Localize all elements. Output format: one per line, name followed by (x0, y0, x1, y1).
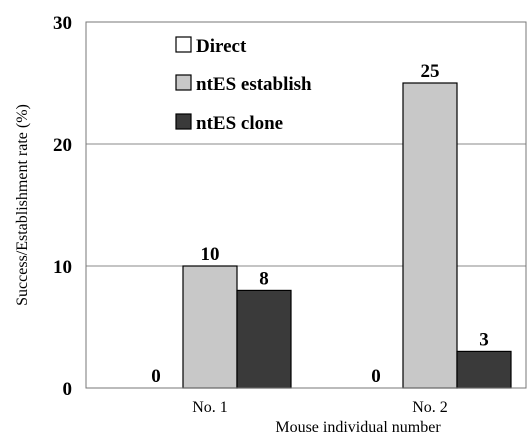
y-tick-label-10: 10 (53, 257, 72, 278)
legend-swatch-ntes-establish (175, 74, 192, 91)
data-label-ntes-establish-2: 25 (421, 61, 440, 82)
plot-frame (85, 21, 527, 389)
data-label-ntes-establish-1: 10 (201, 244, 220, 265)
bar-ntes-establish-1 (182, 265, 238, 389)
bars (182, 82, 512, 389)
data-label-ntes-clone-2: 3 (479, 329, 489, 350)
bar-ntes-establish-2 (402, 82, 458, 389)
legend-swatch-direct (175, 36, 192, 53)
y-tick-label-0: 0 (63, 379, 73, 400)
gridlines (86, 143, 526, 267)
data-labels: 0 10 8 0 25 3 (151, 61, 489, 387)
data-label-direct-1: 0 (151, 366, 161, 387)
x-tick-labels: No. 1 No. 2 (192, 399, 448, 416)
x-tick-label-2: No. 2 (412, 399, 448, 416)
data-label-ntes-clone-1: 8 (259, 268, 269, 289)
bar-ntes-clone-2 (456, 350, 512, 389)
legend-label-ntes-clone: ntES clone (196, 113, 283, 134)
y-tick-label-20: 20 (53, 135, 72, 156)
legend-label-direct: Direct (196, 36, 247, 57)
legend-label-ntes-establish: ntES establish (196, 74, 312, 95)
axes (85, 21, 527, 389)
bar-ntes-clone-1 (236, 289, 292, 389)
legend-swatch-ntes-clone (175, 113, 192, 130)
y-tick-label-30: 30 (53, 13, 72, 34)
x-tick-label-1: No. 1 (192, 399, 228, 416)
data-label-direct-2: 0 (371, 366, 381, 387)
legend: Direct ntES establish ntES clone (175, 36, 312, 134)
y-axis-title: Success/Establishment rate (%) (14, 104, 31, 306)
x-axis-title: Mouse individual number (275, 419, 441, 436)
y-tick-labels: 0 10 20 30 (53, 13, 72, 400)
